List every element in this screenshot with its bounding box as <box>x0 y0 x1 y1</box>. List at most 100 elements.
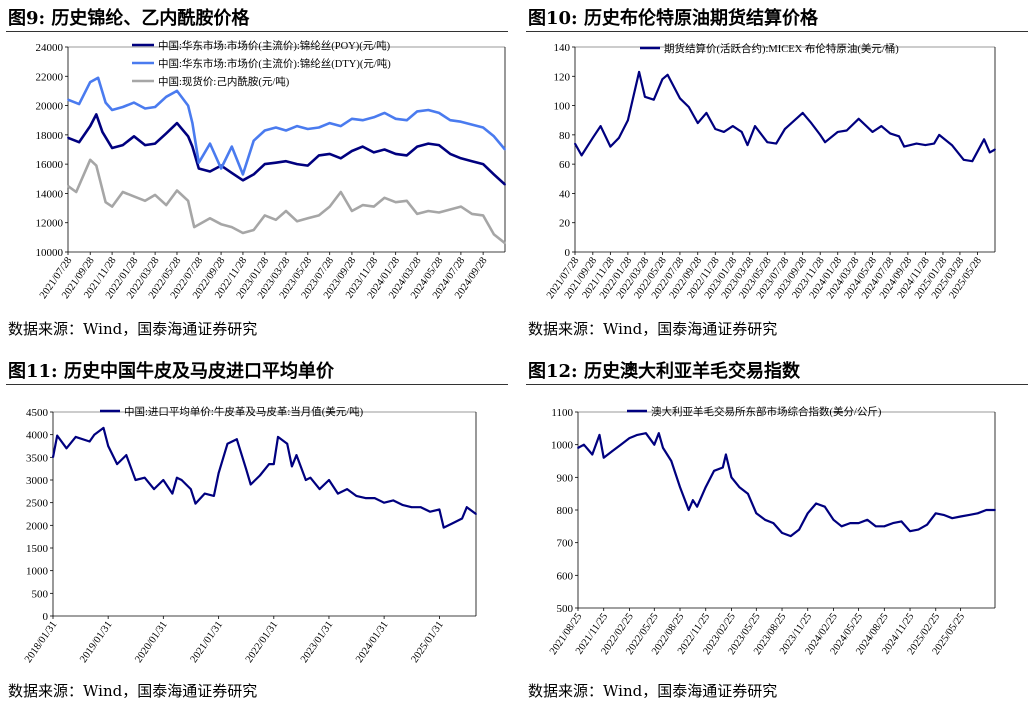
title-divider <box>6 31 508 32</box>
legend-label: 澳大利亚羊毛交易所东部市场综合指数(美分/公斤) <box>651 405 882 418</box>
y-tick-label: 500 <box>32 588 49 600</box>
data-point <box>134 479 137 481</box>
data-point <box>429 510 431 513</box>
legend-label: 中国:进口平均单价:牛皮革及马皮革:当月值(美元/吨) <box>124 405 364 418</box>
data-point <box>394 201 397 204</box>
data-point <box>926 523 928 526</box>
data-point <box>598 434 601 436</box>
data-point <box>738 486 741 488</box>
title-divider <box>526 384 1028 385</box>
data-point <box>95 113 98 116</box>
data-point <box>475 513 477 515</box>
data-point <box>849 522 852 524</box>
data-point <box>291 465 293 468</box>
data-point <box>351 150 353 152</box>
data-point <box>392 499 395 502</box>
data-point <box>65 447 68 450</box>
data-point <box>394 117 397 120</box>
data-point <box>504 148 506 151</box>
data-point <box>121 144 124 147</box>
data-point <box>591 453 594 456</box>
y-tick-label: 24000 <box>36 42 64 54</box>
data-point <box>692 499 694 502</box>
y-tick-label: 4000 <box>26 430 49 442</box>
data-point <box>723 131 725 133</box>
data-point <box>176 476 178 479</box>
data-point <box>304 479 307 481</box>
data-point <box>346 488 348 490</box>
data-point <box>713 469 715 472</box>
data-point <box>933 142 935 145</box>
data-point <box>482 163 484 166</box>
data-point <box>275 126 277 129</box>
data-point <box>789 535 792 537</box>
data-point <box>121 191 124 193</box>
data-point <box>460 157 462 160</box>
data-point <box>102 427 105 429</box>
data-point <box>652 98 655 101</box>
data-point <box>101 131 104 133</box>
chart-panel-fig10: 图10: 历史布伦特原油期货结算价格 0 20 40 60 80 100 120 140 202… <box>516 0 1032 352</box>
data-point <box>959 515 962 518</box>
data-point <box>976 512 979 515</box>
data-point <box>230 226 233 229</box>
source-note: 数据来源：Wind，国泰海通证券研究 <box>528 320 778 338</box>
data-point <box>449 119 452 122</box>
data-point <box>442 526 445 529</box>
data-point <box>951 144 953 147</box>
source-note: 数据来源：Wind，国泰海通证券研究 <box>8 320 258 338</box>
data-point <box>427 142 430 145</box>
data-point <box>67 136 69 139</box>
chart-panel-fig11: 图11: 历史中国牛皮及马皮进口平均单价 0 500 1000 1500 2000 250… <box>0 353 516 705</box>
y-tick-label: 2500 <box>26 498 49 510</box>
data-point <box>670 460 673 462</box>
data-point <box>213 495 215 497</box>
data-point <box>583 443 585 446</box>
data-point <box>383 196 386 199</box>
legend-label: 期货结算价(活跃合约):MICEX 布伦特原油(美元/桶) <box>664 42 899 55</box>
data-point <box>874 525 877 528</box>
source-note: 数据来源：Wind，国泰海通证券研究 <box>8 682 258 700</box>
data-point <box>144 199 147 202</box>
data-point <box>951 517 954 520</box>
data-point <box>618 136 620 139</box>
data-point <box>197 167 200 170</box>
data-point <box>263 129 266 132</box>
data-point <box>133 135 135 138</box>
data-point <box>405 154 408 157</box>
data-point <box>295 454 298 456</box>
data-point <box>74 436 77 438</box>
y-tick-label: 800 <box>557 505 574 517</box>
data-point <box>599 125 602 127</box>
data-point <box>983 138 985 141</box>
data-point <box>832 518 835 521</box>
data-point <box>889 132 891 135</box>
data-point <box>104 101 107 104</box>
data-point <box>67 185 69 188</box>
data-point <box>361 119 364 122</box>
data-point <box>493 135 495 138</box>
data-point <box>263 163 266 166</box>
data-point <box>318 214 320 217</box>
data-point <box>187 135 190 138</box>
data-point <box>636 434 639 436</box>
data-point <box>405 199 408 202</box>
data-point <box>968 514 971 516</box>
data-point <box>657 432 660 435</box>
y-tick-label: 120 <box>554 71 571 83</box>
data-point <box>318 154 320 157</box>
chart-title: 图9: 历史锦纶、乙内酰胺价格 <box>8 8 250 29</box>
data-point <box>747 492 749 495</box>
data-point <box>810 122 813 124</box>
data-point <box>97 76 99 79</box>
y-tick-label: 700 <box>557 538 574 550</box>
data-point <box>845 129 848 132</box>
data-point <box>754 125 756 127</box>
data-point <box>89 125 92 127</box>
data-point <box>504 183 506 186</box>
legend-label: 中国:华东市场:市场价(主流价):锦纶丝(DTY)(元/吨) <box>158 57 391 70</box>
x-tick-label: 2018/01/31 <box>23 619 59 665</box>
title-divider <box>526 31 1028 32</box>
data-point <box>900 520 903 523</box>
series-line-1 <box>574 70 996 163</box>
